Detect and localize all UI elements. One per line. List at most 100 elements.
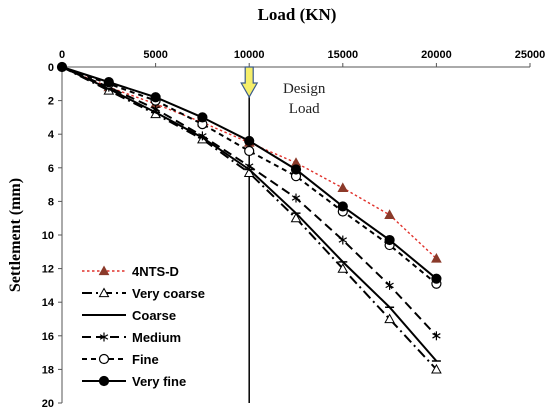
- y-tick-label: 6: [48, 163, 54, 175]
- data-point-very-fine: [197, 112, 208, 123]
- data-point-medium-stroke: [151, 106, 160, 112]
- legend-label: Very fine: [132, 374, 186, 389]
- y-tick-label: 12: [42, 264, 54, 276]
- y-tick-label: 14: [42, 297, 55, 309]
- data-point-4nts-d: [431, 252, 442, 263]
- data-point-medium: [198, 131, 207, 141]
- data-point-very-coarse-shape: [290, 212, 302, 223]
- legend-label: Medium: [132, 330, 181, 345]
- legend-swatch-marker-shape: [98, 287, 110, 298]
- data-point-very-fine: [56, 61, 68, 73]
- data-point-medium: [432, 331, 441, 341]
- legend-label: Very coarse: [132, 286, 205, 301]
- series-very-coarse: [61, 66, 442, 374]
- legend-entry-very-coarse: Very coarse: [82, 286, 205, 301]
- legend-entry-4nts-d: 4NTS-D: [82, 264, 179, 279]
- y-tick-label: 0: [48, 62, 54, 74]
- data-point-very-coarse-shape: [431, 363, 442, 374]
- data-point-medium-stroke: [432, 333, 441, 339]
- y-tick-label: 20: [42, 398, 54, 410]
- legend-label: 4NTS-D: [132, 264, 179, 279]
- data-point-medium-stroke: [291, 195, 301, 201]
- series-coarse: [61, 66, 441, 362]
- data-point-very-fine: [150, 92, 161, 103]
- data-point-very-fine: [290, 164, 302, 175]
- y-tick-label: 10: [42, 230, 54, 242]
- x-tick-label: 25000: [515, 49, 546, 61]
- legend-swatch-marker-shape: [98, 353, 110, 365]
- data-point-very-fine: [431, 273, 442, 284]
- legend-label: Fine: [132, 352, 159, 367]
- x-axis-title: Load (KN): [258, 5, 337, 24]
- legend-entry-medium: Medium: [82, 330, 181, 345]
- legend-swatch-marker: [99, 332, 109, 342]
- data-point-very-coarse-shape: [384, 313, 395, 324]
- data-point-very-fine-shape: [103, 77, 114, 88]
- y-tick-label: 16: [42, 331, 54, 343]
- legend-label: Coarse: [132, 308, 176, 323]
- legend-swatch-marker: [98, 287, 110, 298]
- plot-area: 0 5000 10000 15000 20000 25000 0 2 4 6 8 10 12 14 16 18…: [42, 49, 546, 410]
- data-point-very-fine-shape: [431, 273, 442, 284]
- y-axis-title: Settlement (mm): [7, 178, 24, 292]
- data-point-medium: [244, 161, 254, 171]
- data-point-4nts-d-shape: [431, 252, 442, 263]
- legend-swatch-marker-shape: [98, 265, 110, 276]
- x-tick-label: 5000: [143, 49, 167, 61]
- data-point-very-fine-shape: [290, 164, 302, 175]
- data-point-very-fine-shape: [384, 234, 395, 246]
- data-point-very-fine-shape: [197, 112, 208, 123]
- x-tick-label: 10000: [234, 49, 265, 61]
- legend-entry-fine: Fine: [82, 352, 159, 367]
- data-point-very-coarse: [290, 212, 302, 223]
- design-load-label: Load: [289, 101, 320, 117]
- series-fine: [61, 66, 442, 289]
- data-point-medium-stroke: [198, 133, 207, 139]
- data-point-very-fine: [103, 77, 114, 88]
- data-point-very-fine: [337, 201, 348, 212]
- data-point-fine-shape: [244, 145, 255, 157]
- data-point-very-fine: [384, 234, 395, 246]
- legend-swatch-marker: [98, 353, 110, 365]
- data-point-very-fine-shape: [337, 201, 348, 212]
- legend-entry-very-fine: Very fine: [82, 374, 186, 389]
- design-load-label: Design: [283, 81, 326, 97]
- data-point-medium: [385, 280, 394, 290]
- data-point-very-fine-shape: [56, 61, 68, 73]
- data-point-very-coarse: [337, 263, 349, 273]
- data-point-very-coarse: [431, 363, 442, 374]
- design-load-arrow-icon: [240, 66, 259, 99]
- x-tick-label: 20000: [421, 49, 452, 61]
- x-tick-label: 0: [59, 49, 65, 61]
- y-tick-label: 18: [42, 364, 54, 376]
- data-point-medium: [151, 104, 160, 114]
- data-point-medium-stroke: [385, 282, 394, 289]
- data-point-very-coarse-shape: [337, 263, 349, 273]
- series-very-fine: [56, 61, 442, 284]
- legend-swatch-marker: [98, 375, 110, 387]
- x-tick-label: 15000: [328, 49, 359, 61]
- data-point-4nts-d-shape: [337, 182, 349, 193]
- legend-swatch-marker-shape: [98, 375, 110, 387]
- data-point-4nts-d-shape: [384, 209, 395, 219]
- y-tick-label: 8: [48, 196, 54, 208]
- legend-entry-coarse: Coarse: [82, 308, 176, 323]
- data-point-very-coarse: [384, 313, 395, 324]
- data-point-very-fine-shape: [244, 135, 255, 147]
- data-point-medium-stroke: [244, 163, 254, 169]
- data-point-fine: [244, 145, 255, 157]
- data-point-4nts-d: [384, 209, 395, 219]
- legend-swatch-marker: [98, 265, 110, 276]
- y-tick-label: 4: [48, 129, 55, 141]
- data-point-medium: [338, 235, 348, 245]
- series-medium: [61, 66, 441, 341]
- data-point-very-fine-shape: [150, 92, 161, 103]
- data-point-medium: [291, 193, 301, 203]
- data-point-medium-stroke: [338, 237, 348, 243]
- y-tick-label: 2: [48, 96, 54, 108]
- legend: 4NTS-D Very coarse Coarse Medium Fine Very fi…: [82, 264, 205, 389]
- data-point-very-fine: [244, 135, 255, 147]
- series-line-fine: [61, 66, 438, 285]
- data-point-4nts-d: [337, 182, 349, 193]
